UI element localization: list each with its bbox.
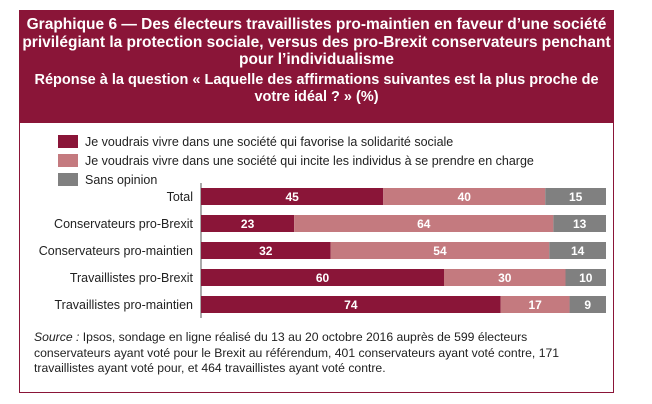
value-label-total-sans-opinion: 15 [569,190,583,204]
figure-frame: Graphique 6 — Des électeurs travailliste… [19,10,614,393]
value-label-travaillistes-pro-maintien-sans-opinion: 9 [584,298,591,312]
bar-travaillistes-pro-maintien-sans-opinion [569,296,606,313]
bar-conservateurs-pro-maintien-solidarite [201,242,331,259]
value-label-total-solidarite: 45 [285,190,299,204]
legend-item-individualisme: Je voudrais vivre dans une société qui i… [58,151,534,170]
category-label-conservateurs-pro-maintien: Conservateurs pro-maintien [39,244,193,258]
legend-item-sans-opinion: Sans opinion [58,170,534,189]
bar-conservateurs-pro-brexit-sans-opinion [553,215,606,232]
source-label: Source : [34,330,80,344]
bar-travaillistes-pro-maintien-solidarite [201,296,501,313]
bar-total-individualisme [383,188,546,205]
value-label-travaillistes-pro-brexit-individualisme: 30 [498,271,512,285]
figure-header: Graphique 6 — Des électeurs travailliste… [20,11,613,123]
bar-travaillistes-pro-maintien-individualisme [500,296,570,313]
value-label-conservateurs-pro-maintien-individualisme: 54 [433,244,447,258]
bar-conservateurs-pro-maintien-sans-opinion [549,242,606,259]
value-label-travaillistes-pro-brexit-solidarite: 60 [316,271,330,285]
bar-conservateurs-pro-maintien-individualisme [330,242,550,259]
bar-travaillistes-pro-brexit-solidarite [201,269,444,286]
value-label-conservateurs-pro-brexit-sans-opinion: 13 [573,217,587,231]
bar-conservateurs-pro-brexit-individualisme [294,215,554,232]
legend-swatch-individualisme [58,154,78,167]
legend-label-solidarite: Je voudrais vivre dans une société qui f… [85,134,454,149]
bar-travaillistes-pro-brexit-sans-opinion [565,269,606,286]
source-text: Ipsos, sondage en ligne réalisé du 13 au… [34,330,560,375]
value-label-travaillistes-pro-maintien-individualisme: 17 [528,298,542,312]
value-label-conservateurs-pro-maintien-sans-opinion: 14 [571,244,585,258]
bar-total-solidarite [201,188,384,205]
value-label-total-individualisme: 40 [458,190,472,204]
bar-travaillistes-pro-brexit-individualisme [444,269,566,286]
value-label-conservateurs-pro-brexit-solidarite: 23 [241,217,255,231]
chart-subtitle: Réponse à la question « Laquelle des aff… [34,71,599,105]
category-label-travaillistes-pro-brexit: Travaillistes pro-Brexit [70,271,194,285]
bar-conservateurs-pro-brexit-solidarite [201,215,295,232]
legend-item-solidarite: Je voudrais vivre dans une société qui f… [58,132,534,151]
value-label-travaillistes-pro-maintien-solidarite: 74 [344,298,358,312]
chart-legend: Je voudrais vivre dans une société qui f… [58,132,534,189]
legend-swatch-solidarite [58,135,78,148]
legend-swatch-sans-opinion [58,173,78,186]
value-label-conservateurs-pro-maintien-solidarite: 32 [259,244,273,258]
legend-label-sans-opinion: Sans opinion [85,172,158,187]
category-label-travaillistes-pro-maintien: Travaillistes pro-maintien [55,298,194,312]
legend-label-individualisme: Je voudrais vivre dans une société qui i… [85,153,534,168]
value-label-travaillistes-pro-brexit-sans-opinion: 10 [579,271,593,285]
bar-total-sans-opinion [545,188,606,205]
category-label-conservateurs-pro-brexit: Conservateurs pro-Brexit [54,217,193,231]
value-label-conservateurs-pro-brexit-individualisme: 64 [417,217,431,231]
chart-source: Source : Ipsos, sondage en ligne réalisé… [34,330,604,377]
stacked-bar-chart: Total 45 40 15 Conservateurs pro-Brexit 23 64 1… [39,183,606,318]
category-label-total: Total [167,190,193,204]
chart-title: Graphique 6 — Des électeurs travailliste… [22,16,611,68]
